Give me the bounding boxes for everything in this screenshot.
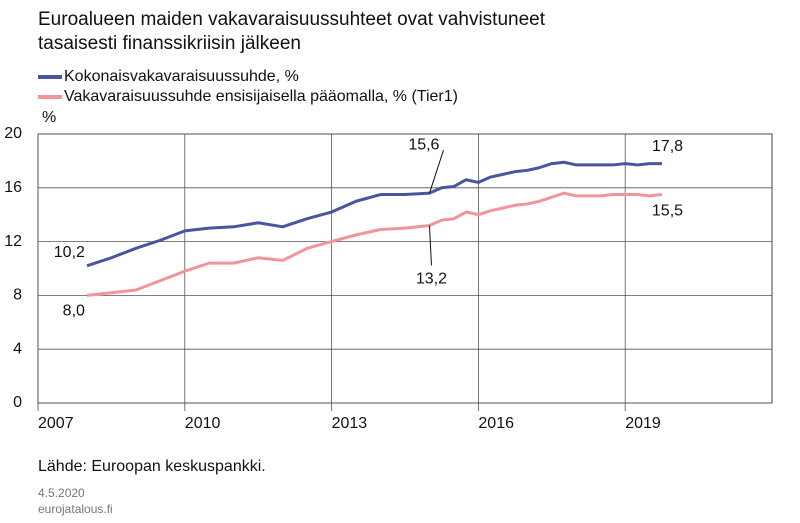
data-label: 8,0 xyxy=(63,303,85,320)
data-label: 13,2 xyxy=(416,271,447,288)
x-tick-label: 2013 xyxy=(332,415,368,432)
legend-label: Vakavaraisuussuhde ensisijaisella pääoma… xyxy=(64,88,458,105)
x-tick-label: 2007 xyxy=(38,415,74,432)
leader-line xyxy=(428,150,444,194)
site: eurojatalous.fi xyxy=(38,502,113,516)
plot-frame xyxy=(37,133,773,404)
data-label: 15,6 xyxy=(408,136,439,153)
series-line xyxy=(86,191,663,297)
leader-line xyxy=(428,225,432,266)
y-axis-label: % xyxy=(42,109,56,126)
data-label: 10,2 xyxy=(54,244,85,261)
y-tick-label: 8 xyxy=(13,287,22,304)
series-line xyxy=(86,160,662,268)
date: 4.5.2020 xyxy=(38,486,85,500)
legend-label: Kokonaisvakavaraisuussuhde, % xyxy=(64,68,299,85)
data-label: 17,8 xyxy=(652,138,683,155)
data-label: 15,5 xyxy=(652,203,683,220)
chart-title: Euroalueen maiden vakavaraisuussuhteet o… xyxy=(38,9,545,54)
x-tick-label: 2016 xyxy=(478,415,514,432)
x-tick-label: 2019 xyxy=(625,415,661,432)
y-tick-label: 0 xyxy=(13,394,22,411)
source: Lähde: Euroopan keskuspankki. xyxy=(38,458,266,475)
x-tick-label: 2010 xyxy=(185,415,221,432)
y-tick-label: 4 xyxy=(13,340,22,357)
y-tick-label: 20 xyxy=(4,125,22,142)
y-tick-label: 12 xyxy=(4,233,22,250)
y-tick-label: 16 xyxy=(4,179,22,196)
